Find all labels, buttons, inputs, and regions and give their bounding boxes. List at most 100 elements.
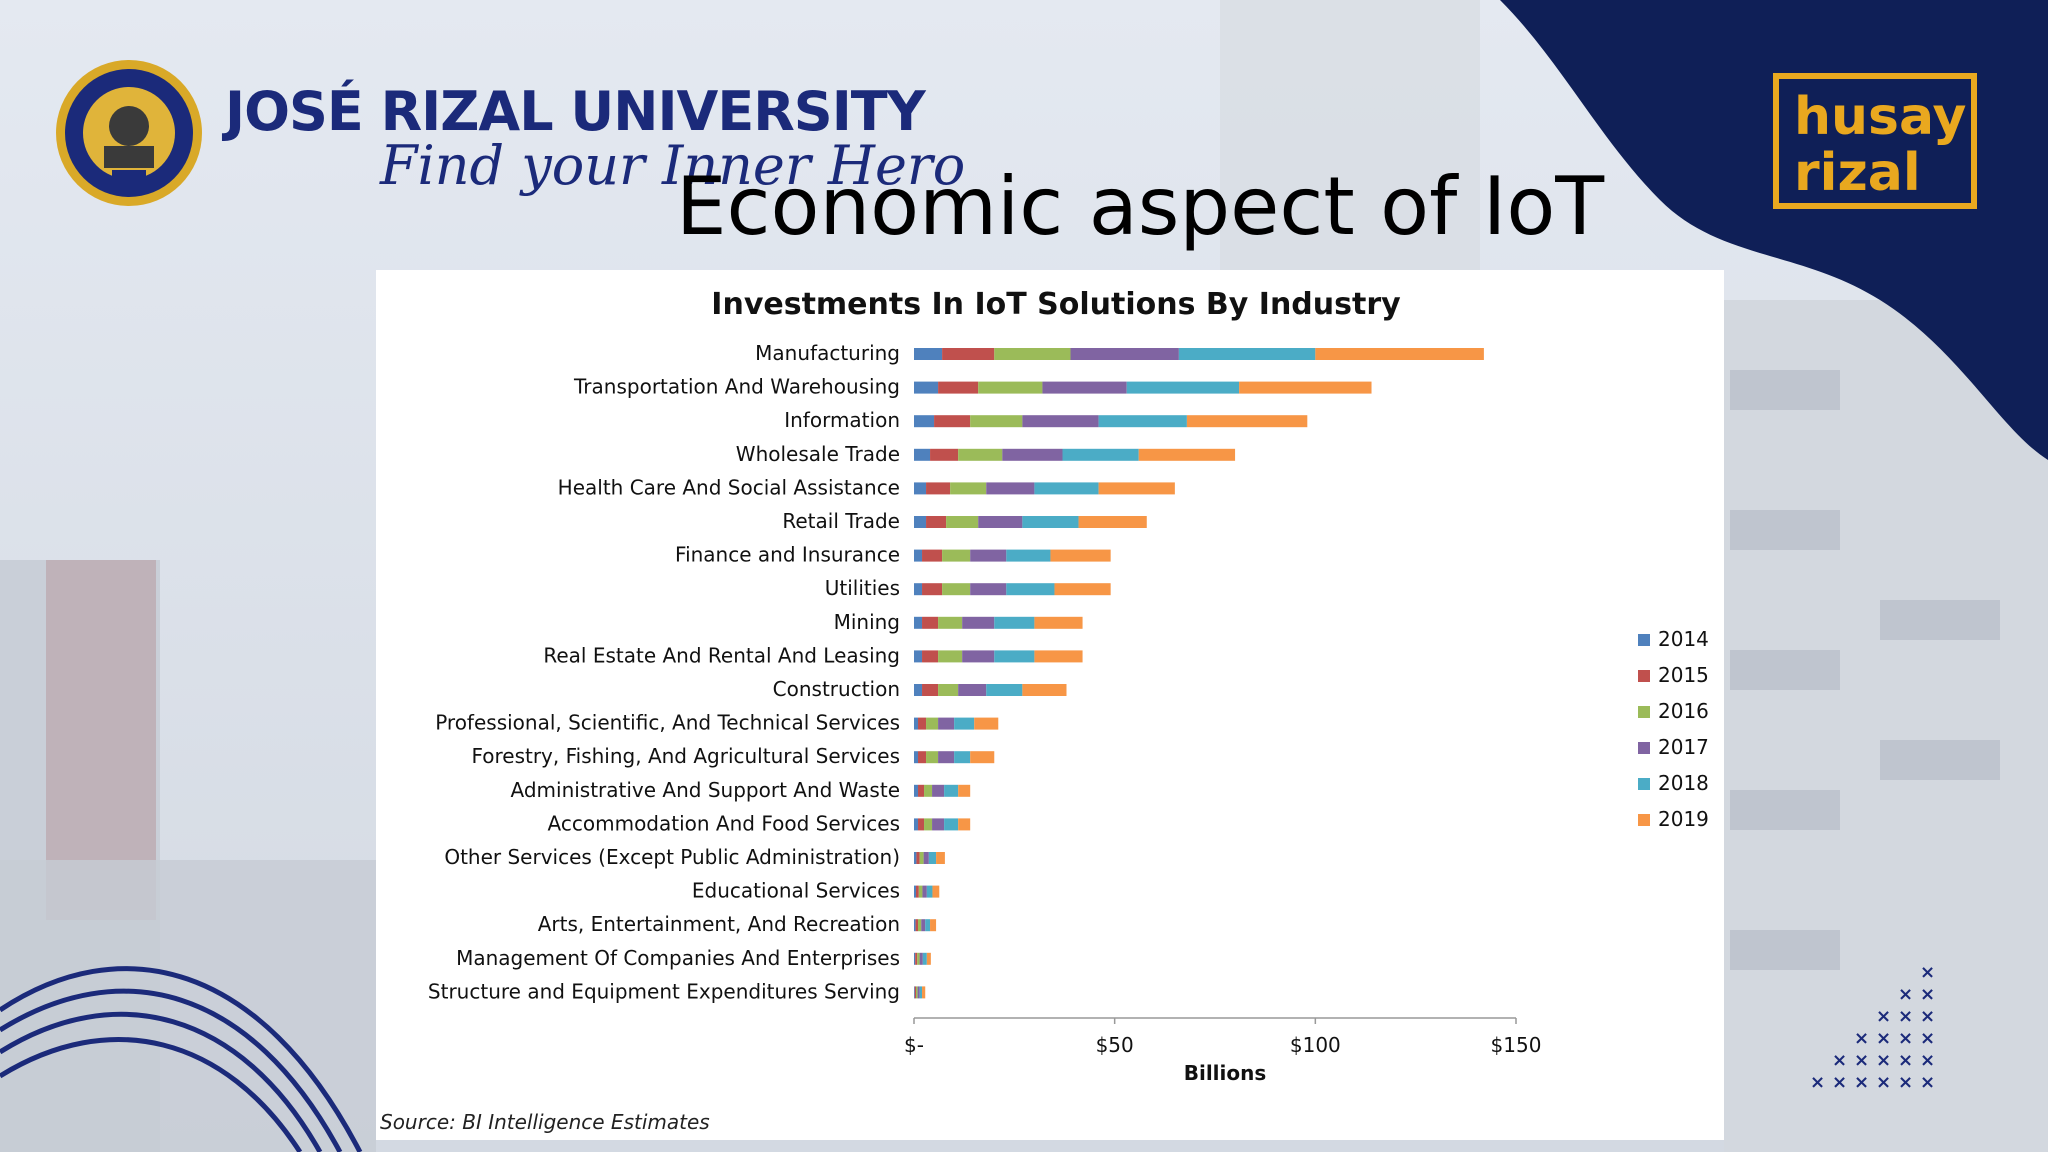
bar-segment-2018: [1034, 482, 1099, 495]
bar-segment-2014: [914, 415, 935, 428]
bar-segment-2015: [916, 885, 919, 898]
iot-investment-chart: Investments In IoT Solutions By Industry…: [428, 287, 1709, 1085]
cross-mark: ×: [1898, 1028, 1913, 1049]
bar-segment-2016: [958, 448, 1003, 461]
bar-segment-2016: [924, 784, 933, 797]
legend-swatch-2018: [1638, 778, 1650, 790]
bar-segment-2017: [970, 583, 1007, 596]
legend-label-2014: 2014: [1658, 627, 1709, 651]
husay-rizal-logo: husay rizal: [1773, 73, 1977, 209]
bar-segment-2014: [914, 784, 919, 797]
bar-segment-2018: [954, 751, 971, 764]
chart-panel: [376, 270, 1724, 1140]
bar-segment-2016: [942, 583, 971, 596]
category-label: Other Services (Except Public Administra…: [444, 845, 900, 869]
bar-segment-2019: [1098, 482, 1175, 495]
category-label: Information: [784, 408, 900, 432]
swirl-lines: [0, 966, 363, 1152]
bar-segment-2016: [950, 482, 987, 495]
cross-mark: ×: [1854, 1072, 1869, 1093]
bar-segment-2019: [1022, 684, 1067, 696]
bar-segment-2019: [926, 952, 931, 965]
x-tick-label: $50: [1096, 1033, 1134, 1057]
bar-segment-2019: [1239, 381, 1372, 394]
bar-segment-2014: [914, 751, 919, 764]
bar-segment-2014: [914, 717, 919, 730]
cross-mark: ×: [1898, 1072, 1913, 1093]
bar-segment-2014: [914, 448, 931, 461]
bar-segment-2019: [1054, 583, 1111, 596]
bar-segment-2018: [986, 684, 1023, 696]
legend-swatch-2016: [1638, 706, 1650, 718]
bar-segment-2018: [954, 717, 975, 730]
cross-mark: ×: [1854, 1028, 1869, 1049]
legend-label-2015: 2015: [1658, 663, 1709, 687]
cross-mark: ×: [1832, 1050, 1847, 1071]
category-label: Mining: [834, 610, 900, 634]
bar-segment-2015: [926, 516, 947, 528]
bar-segment-2014: [914, 684, 923, 696]
university-tagline: Find your Inner Hero: [380, 134, 966, 197]
bar-segment-2016: [978, 381, 1043, 394]
bar-segment-2019: [1050, 549, 1111, 562]
bar-segment-2015: [934, 415, 971, 428]
building-windows: [1730, 370, 2000, 970]
bar-segment-2017: [938, 717, 955, 730]
bar-segment-2017: [923, 852, 929, 864]
bar-segment-2015: [922, 583, 943, 596]
cross-mark: ×: [1920, 964, 1935, 983]
bar-segment-2017: [932, 784, 945, 797]
bar-segment-2017: [922, 885, 927, 898]
bar-segment-2016: [946, 516, 979, 528]
bar-segment-2015: [918, 717, 927, 730]
bar-segment-2019: [1034, 616, 1083, 629]
bar-segment-2017: [962, 650, 995, 663]
bar-segment-2017: [1070, 348, 1179, 360]
bar-segment-2018: [1062, 448, 1139, 461]
svg-text:husay: husay: [1794, 87, 1966, 147]
bar-segment-2017: [932, 818, 945, 831]
university-name: JOSÉ RIZAL UNIVERSITY: [225, 80, 926, 143]
bar-segment-2014: [914, 348, 943, 360]
bar-segment-2018: [1006, 549, 1051, 562]
bar-segment-2018: [1098, 415, 1187, 428]
svg-text:rizal: rizal: [1794, 143, 1921, 203]
building-low-left: [0, 860, 376, 1152]
bar-segment-2015: [915, 952, 918, 965]
legend-label-2019: 2019: [1658, 807, 1709, 831]
category-label: Professional, Scientific, And Technical …: [435, 711, 900, 735]
bar-segment-2015: [922, 684, 939, 696]
bar-segment-2019: [936, 852, 945, 864]
bar-segment-2017: [921, 919, 926, 932]
bar-segment-2018: [919, 986, 923, 999]
category-label: Arts, Entertainment, And Recreation: [538, 912, 900, 936]
bar-segment-2016: [938, 684, 959, 696]
category-label: Finance and Insurance: [675, 543, 900, 567]
bar-segment-2015: [915, 919, 919, 932]
bar-segment-2016: [994, 348, 1071, 360]
bar-segment-2014: [914, 516, 927, 528]
cross-mark: ×: [1876, 1028, 1891, 1049]
bar-segment-2015: [922, 650, 939, 663]
bar-segment-2016: [942, 549, 971, 562]
university-seal-logo: [56, 60, 202, 206]
bar-segment-2019: [922, 986, 926, 999]
bar-segment-2018: [922, 952, 927, 965]
bar-segment-2016: [926, 751, 939, 764]
bar-segment-2018: [926, 885, 933, 898]
bar-segment-2016: [916, 986, 918, 999]
bar-segment-2019: [1186, 415, 1308, 428]
bar-segment-2014: [914, 549, 923, 562]
bar-segment-2019: [1315, 348, 1484, 360]
cross-mark: ×: [1898, 984, 1913, 1005]
cross-mark: ×: [1898, 1050, 1913, 1071]
building-right: [1724, 300, 2048, 1152]
bar-segment-2015: [938, 381, 979, 394]
cross-mark: ×: [1832, 1072, 1847, 1093]
bar-segment-2017: [938, 751, 955, 764]
category-label: Transportation And Warehousing: [573, 375, 900, 399]
bar-segment-2015: [930, 448, 959, 461]
category-label: Structure and Equipment Expenditures Ser…: [428, 979, 900, 1003]
category-label: Educational Services: [692, 879, 900, 903]
